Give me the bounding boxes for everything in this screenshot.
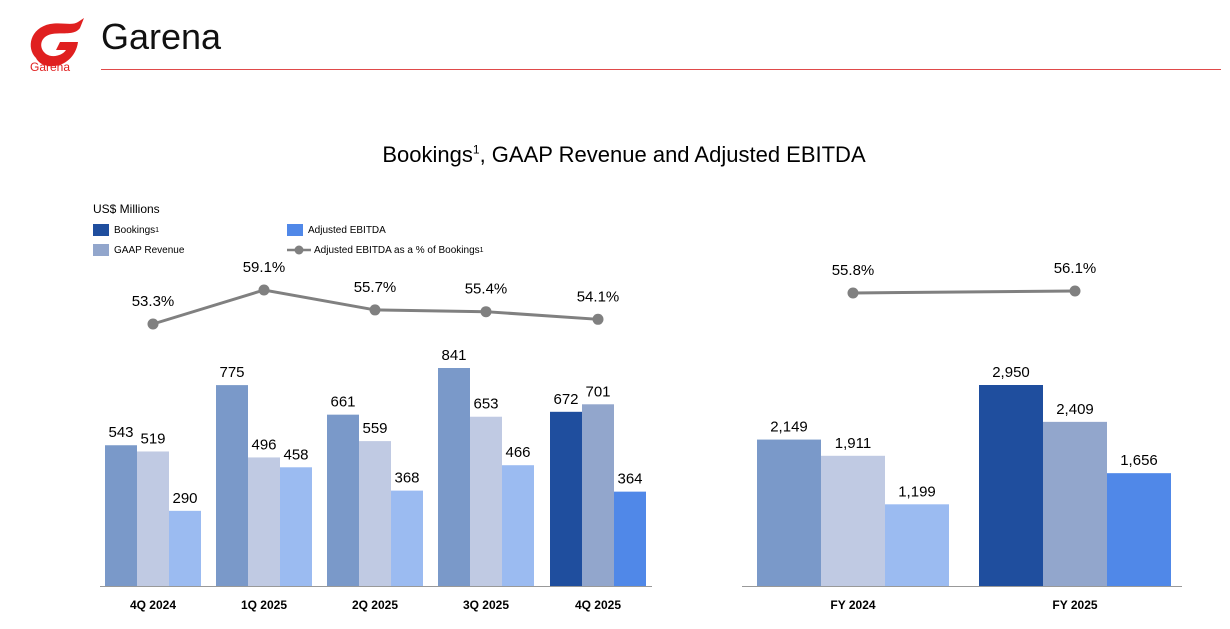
data-label: 1,656 bbox=[1120, 452, 1158, 469]
logo-text: Garena bbox=[30, 60, 71, 74]
data-label: 368 bbox=[394, 470, 419, 487]
legend-footnote: 1 bbox=[479, 246, 484, 254]
margin-label: 56.1% bbox=[1054, 260, 1097, 277]
margin-label: 59.1% bbox=[243, 259, 286, 276]
data-label: 559 bbox=[362, 420, 387, 437]
legend-swatch-gaap bbox=[93, 244, 109, 256]
x-tick-label: FY 2025 bbox=[1052, 598, 1097, 612]
data-label: 290 bbox=[172, 490, 197, 507]
bar-gaap-revenue bbox=[470, 416, 502, 586]
chart-title-main: Bookings bbox=[382, 142, 473, 167]
legend-line-marker bbox=[287, 245, 311, 255]
bar-bookings bbox=[105, 445, 137, 586]
data-label: 364 bbox=[617, 471, 642, 488]
data-label: 519 bbox=[140, 430, 165, 447]
bar-bookings bbox=[438, 368, 470, 586]
legend-swatch-bookings bbox=[93, 224, 109, 236]
x-tick-label: 1Q 2025 bbox=[241, 598, 287, 612]
data-label: 2,149 bbox=[770, 419, 808, 436]
data-label: 661 bbox=[330, 394, 355, 411]
x-tick-label: FY 2024 bbox=[830, 598, 875, 612]
legend-ebitda: Adjusted EBITDA bbox=[287, 224, 386, 236]
margin-point bbox=[369, 304, 381, 316]
legend-label-bookings: Bookings bbox=[114, 224, 156, 236]
legend-gaap: GAAP Revenue bbox=[93, 244, 184, 256]
data-label: 1,911 bbox=[835, 435, 871, 452]
x-tick-label: 4Q 2025 bbox=[575, 598, 621, 612]
margin-point bbox=[847, 287, 859, 299]
legend-label-ebitda: Adjusted EBITDA bbox=[308, 224, 386, 236]
data-label: 841 bbox=[441, 347, 466, 364]
bar-bookings bbox=[757, 439, 821, 586]
legend-bookings: Bookings 1 bbox=[93, 224, 159, 236]
data-label: 775 bbox=[219, 364, 244, 381]
chart-title: Bookings1, GAAP Revenue and Adjusted EBI… bbox=[0, 142, 1230, 168]
bar-bookings bbox=[216, 385, 248, 586]
bar-gaap-revenue bbox=[137, 451, 169, 586]
data-label: 496 bbox=[251, 436, 276, 453]
legend-swatch-ebitda bbox=[287, 224, 303, 236]
x-tick-label: 2Q 2025 bbox=[352, 598, 398, 612]
data-label: 701 bbox=[585, 383, 610, 400]
units-label: US$ Millions bbox=[93, 202, 160, 216]
legend-footnote: 1 bbox=[155, 226, 160, 234]
margin-point bbox=[147, 318, 159, 330]
chart-title-footnote: 1 bbox=[472, 142, 480, 157]
bar-adjusted-ebitda bbox=[280, 467, 312, 586]
data-label: 1,199 bbox=[898, 483, 936, 500]
bar-gaap-revenue bbox=[248, 457, 280, 586]
bar-adjusted-ebitda bbox=[502, 465, 534, 586]
margin-point bbox=[592, 313, 604, 325]
bar-adjusted-ebitda bbox=[1107, 473, 1171, 586]
data-label: 543 bbox=[108, 424, 133, 441]
bar-bookings bbox=[550, 411, 582, 586]
data-label: 466 bbox=[505, 444, 530, 461]
bar-bookings bbox=[327, 414, 359, 586]
bar-adjusted-ebitda bbox=[885, 504, 949, 586]
chart-title-rest: , GAAP Revenue and Adjusted EBITDA bbox=[479, 142, 866, 167]
bar-gaap-revenue bbox=[1043, 421, 1107, 586]
data-label: 672 bbox=[553, 391, 578, 408]
bar-adjusted-ebitda bbox=[169, 510, 201, 586]
bar-gaap-revenue bbox=[821, 455, 885, 586]
x-tick-label: 3Q 2025 bbox=[463, 598, 509, 612]
bar-gaap-revenue bbox=[359, 441, 391, 586]
margin-label: 55.8% bbox=[832, 262, 875, 279]
bar-adjusted-ebitda bbox=[614, 491, 646, 586]
margin-label: 55.7% bbox=[354, 279, 397, 296]
legend-margin: Adjusted EBITDA as a % of Bookings 1 bbox=[287, 244, 484, 256]
brand-title: Garena bbox=[101, 16, 222, 57]
margin-point bbox=[1069, 285, 1081, 297]
data-label: 2,409 bbox=[1056, 401, 1094, 418]
margin-point bbox=[480, 306, 492, 318]
bar-bookings bbox=[979, 385, 1043, 586]
margin-label: 54.1% bbox=[577, 288, 620, 305]
header-divider bbox=[101, 69, 1221, 70]
x-tick-label: 4Q 2024 bbox=[130, 598, 176, 612]
legend-label-gaap: GAAP Revenue bbox=[114, 244, 185, 256]
margin-line bbox=[852, 289, 1076, 295]
data-label: 653 bbox=[473, 396, 498, 413]
legend-label-margin: Adjusted EBITDA as a % of Bookings bbox=[314, 244, 480, 256]
data-label: 458 bbox=[283, 446, 308, 463]
margin-label: 55.4% bbox=[465, 281, 508, 298]
garena-logo bbox=[30, 18, 85, 67]
bar-adjusted-ebitda bbox=[391, 490, 423, 586]
margin-label: 53.3% bbox=[132, 293, 175, 310]
data-label: 2,950 bbox=[992, 364, 1030, 381]
bar-gaap-revenue bbox=[582, 404, 614, 586]
margin-point bbox=[258, 284, 270, 296]
